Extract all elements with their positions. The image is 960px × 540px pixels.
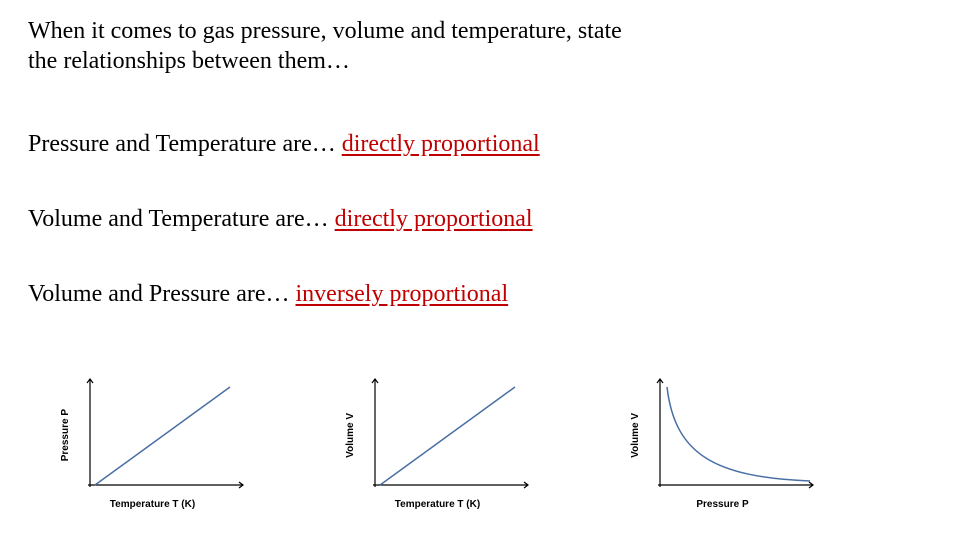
relationship-1: Pressure and Temperature are… directly p… <box>28 130 540 159</box>
xlabel: Temperature T (K) <box>110 499 195 510</box>
xlabel: Pressure P <box>696 499 748 510</box>
plot-svg <box>75 375 245 495</box>
data-line <box>380 387 515 485</box>
ylabel: Volume V <box>630 413 641 458</box>
chart-pressure-temperature: Pressure P Temperature T (K) <box>60 375 245 510</box>
chart-volume-temperature: Volume V Temperature T (K) <box>345 375 530 510</box>
plot-wrap: Pressure P <box>60 375 245 495</box>
ylabel: Pressure P <box>60 409 71 461</box>
slide: When it comes to gas pressure, volume an… <box>0 0 960 540</box>
plot-svg <box>360 375 530 495</box>
xlabel: Temperature T (K) <box>395 499 480 510</box>
rel2-label: Volume and Temperature are… <box>28 206 335 232</box>
rel3-label: Volume and Pressure are… <box>28 281 296 307</box>
rel1-answer: directly proportional <box>342 131 540 157</box>
plot-wrap: Volume V <box>345 375 530 495</box>
charts-row: Pressure P Temperature T (K) Volume V <box>60 375 815 510</box>
plot-svg <box>645 375 815 495</box>
plot-wrap: Volume V <box>630 375 815 495</box>
relationship-3: Volume and Pressure are… inversely propo… <box>28 280 508 309</box>
data-line <box>667 387 810 481</box>
rel1-label: Pressure and Temperature are… <box>28 131 342 157</box>
rel2-answer: directly proportional <box>335 206 533 232</box>
chart-volume-pressure: Volume V Pressure P <box>630 375 815 510</box>
data-line <box>95 387 230 485</box>
intro-text: When it comes to gas pressure, volume an… <box>28 16 628 76</box>
rel3-answer: inversely proportional <box>296 281 509 307</box>
ylabel: Volume V <box>345 413 356 458</box>
relationship-2: Volume and Temperature are… directly pro… <box>28 205 533 234</box>
